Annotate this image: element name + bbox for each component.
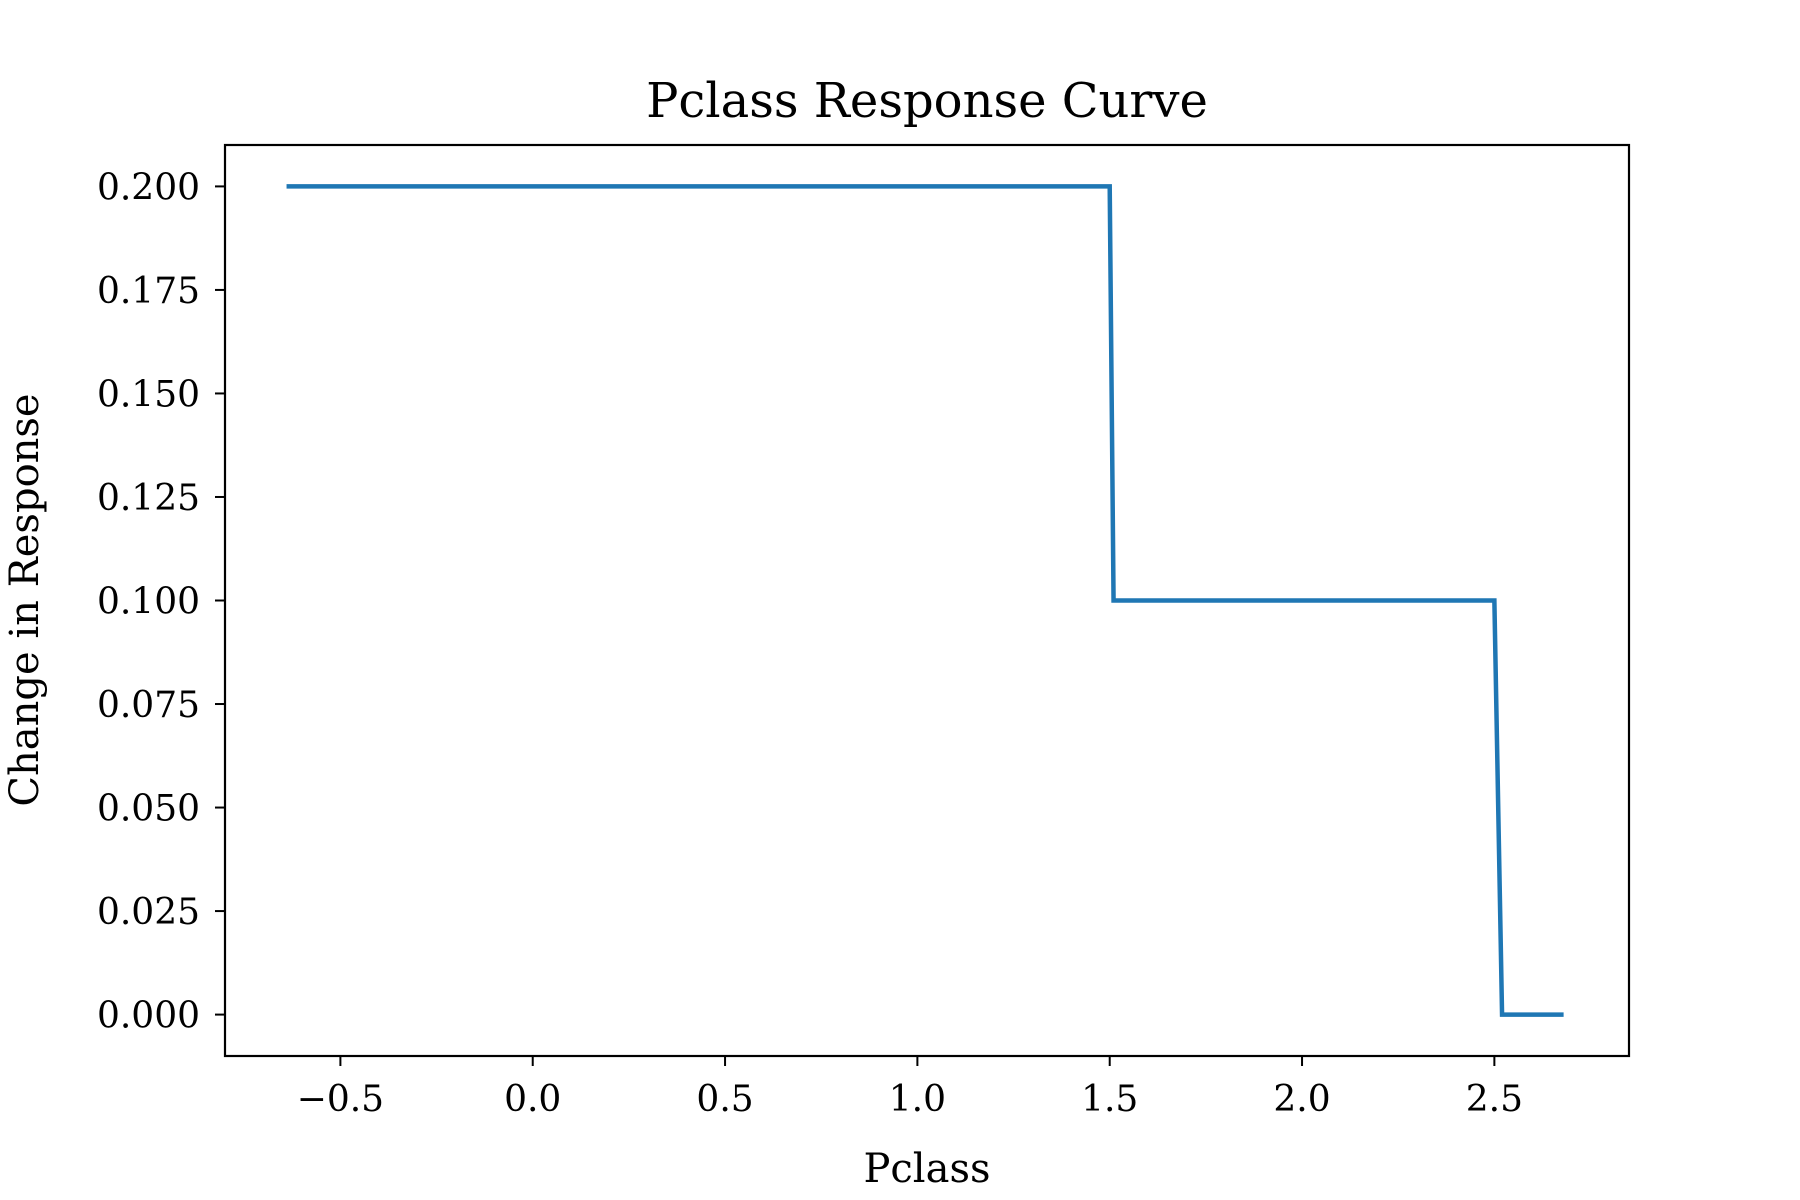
y-tick-label: 0.025: [97, 892, 200, 933]
y-tick-label: 0.050: [97, 789, 200, 830]
x-tick-label: −0.5: [297, 1079, 384, 1120]
x-tick-label: 0.5: [696, 1079, 753, 1120]
x-axis: −0.5 0.0 0.5 1.0 1.5 2.0 2.5: [297, 1056, 1523, 1120]
y-tick-label: 0.075: [97, 685, 200, 726]
y-axis-label: Change in Response: [2, 393, 48, 806]
y-tick-label: 0.150: [97, 374, 200, 415]
x-tick-label: 1.5: [1081, 1079, 1138, 1120]
x-tick-label: 2.5: [1466, 1079, 1523, 1120]
y-axis: 0.000 0.025 0.050 0.075 0.100 0.125 0.150 0.175…: [97, 167, 225, 1037]
y-tick-label: 0.000: [97, 996, 200, 1037]
chart-title: Pclass Response Curve: [646, 73, 1208, 129]
x-axis-label: Pclass: [863, 1146, 990, 1192]
series-line-1: [286, 184, 1564, 1017]
plot-frame: [223, 143, 1631, 1058]
x-tick-label: 1.0: [889, 1079, 946, 1120]
y-tick-label: 0.200: [97, 167, 200, 208]
y-tick-label: 0.175: [97, 271, 200, 312]
x-tick-label: 0.0: [504, 1079, 561, 1120]
plot-area: [286, 184, 1564, 1017]
y-tick-label: 0.125: [97, 478, 200, 519]
x-tick-label: 2.0: [1273, 1079, 1330, 1120]
y-tick-label: 0.100: [97, 582, 200, 623]
